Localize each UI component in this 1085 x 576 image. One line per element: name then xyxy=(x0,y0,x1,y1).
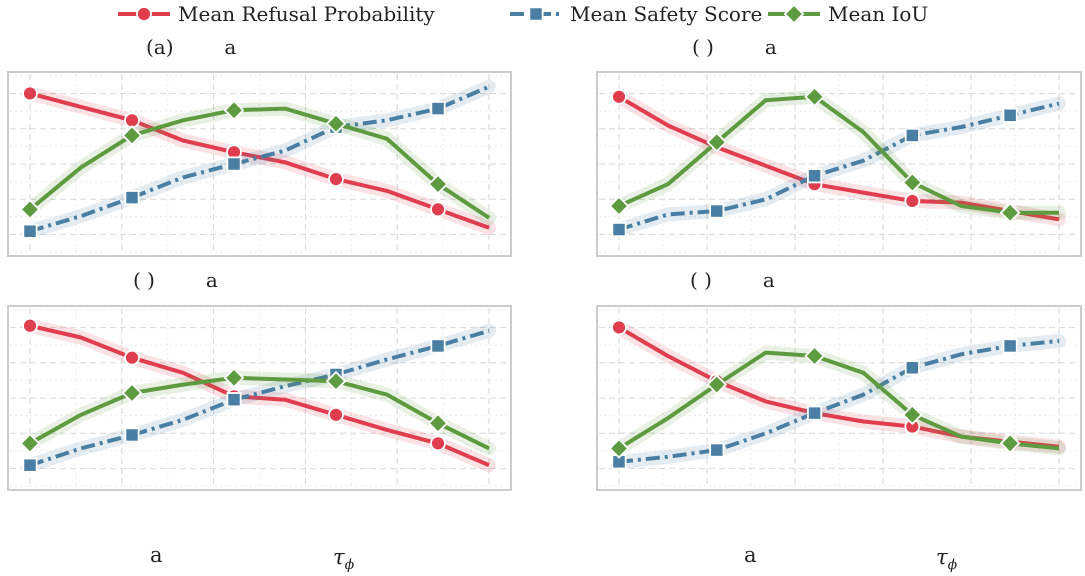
legend-marker-2 xyxy=(528,6,544,22)
x-label-tau-1-sub: ϕ xyxy=(345,557,355,573)
series-2 xyxy=(611,96,1066,238)
series-point xyxy=(999,432,1021,454)
legend-label-2: Mean Safety Score xyxy=(570,2,762,26)
series-point xyxy=(611,221,627,238)
panel-2 xyxy=(596,71,1082,257)
series-1 xyxy=(22,85,496,235)
series-point xyxy=(328,171,344,188)
legend-label-3: Mean IoU xyxy=(828,2,928,26)
series-line xyxy=(29,328,490,468)
series-band xyxy=(23,79,496,239)
x-label-tau-2: τϕ xyxy=(936,545,958,573)
series-point xyxy=(427,173,449,195)
panel-title-4: ( ) a xyxy=(690,268,775,292)
x-label-left-1: a xyxy=(150,543,163,567)
x-label-left-2: a xyxy=(744,543,757,567)
series-point xyxy=(904,193,921,209)
series-point xyxy=(325,113,347,135)
series-point xyxy=(121,382,143,404)
series-point xyxy=(904,360,920,376)
series-point xyxy=(22,223,38,239)
series-line xyxy=(29,375,490,451)
series-line xyxy=(617,350,1060,451)
series-point xyxy=(1002,338,1018,354)
series-point xyxy=(328,406,344,423)
series-line xyxy=(29,323,490,468)
series-point xyxy=(1002,107,1018,123)
series-point xyxy=(901,404,923,426)
series-point xyxy=(226,392,242,408)
panel-4 xyxy=(596,305,1082,491)
series-point xyxy=(807,168,823,184)
legend-marker-3 xyxy=(783,3,805,25)
series-point xyxy=(430,435,446,452)
panel-title-1: (a) a xyxy=(146,35,236,59)
series-3 xyxy=(19,99,496,225)
series-point xyxy=(430,201,446,218)
panel-3 xyxy=(7,305,512,491)
series-point xyxy=(804,345,825,367)
panel-grid-1 xyxy=(10,74,509,254)
legend-label-1: Mean Refusal Probability xyxy=(178,2,435,26)
series-line xyxy=(28,106,491,220)
legend-item-3: Mean IoU xyxy=(768,2,928,26)
x-label-tau-2-symbol: τ xyxy=(936,545,948,569)
series-point xyxy=(706,131,728,153)
series-point xyxy=(22,457,38,473)
series-point xyxy=(608,195,630,217)
panel-title-2: ( ) a xyxy=(692,35,777,59)
series-point xyxy=(124,190,140,206)
series-1 xyxy=(22,317,496,473)
x-label-tau-1: τϕ xyxy=(333,545,355,573)
series-point xyxy=(325,370,347,392)
series-point xyxy=(807,405,823,421)
legend: Mean Refusal Probability Mean Safety Scor… xyxy=(118,2,928,26)
series-line xyxy=(618,101,1060,232)
series-line xyxy=(617,95,1060,222)
series-3 xyxy=(608,86,1066,224)
legend-item-1: Mean Refusal Probability xyxy=(118,2,435,26)
series-point xyxy=(709,203,725,219)
series-point xyxy=(121,125,143,146)
series-line xyxy=(618,338,1060,464)
series-line xyxy=(618,94,1059,215)
series-point xyxy=(19,432,41,454)
series-point xyxy=(904,127,920,143)
series-point xyxy=(804,86,825,108)
panel-1 xyxy=(7,71,512,257)
series-point xyxy=(19,198,41,220)
series-point xyxy=(427,412,449,434)
series-line xyxy=(29,91,490,230)
series-point xyxy=(611,319,627,336)
series-point xyxy=(223,367,245,389)
series-point xyxy=(430,338,446,354)
series-point xyxy=(226,156,242,172)
panel-grid-2 xyxy=(599,74,1079,254)
series-point xyxy=(22,317,38,334)
series-3 xyxy=(19,367,496,456)
series-point xyxy=(706,374,728,395)
series-point xyxy=(430,101,446,117)
series-point xyxy=(223,99,245,121)
legend-marker-1 xyxy=(136,6,152,22)
panel-title-3: ( ) a xyxy=(133,268,218,292)
series-point xyxy=(608,438,630,459)
legend-item-2: Mean Safety Score xyxy=(510,2,762,26)
series-point xyxy=(999,202,1021,224)
series-point xyxy=(901,172,923,193)
series-point xyxy=(709,442,725,458)
panels xyxy=(7,71,1082,491)
x-label-tau-1-symbol: τ xyxy=(333,545,345,569)
series-point xyxy=(611,88,627,105)
series-point xyxy=(124,349,140,366)
series-3 xyxy=(608,345,1066,459)
x-label-tau-2-sub: ϕ xyxy=(948,557,958,573)
series-point xyxy=(124,427,140,443)
series-point xyxy=(22,85,38,102)
